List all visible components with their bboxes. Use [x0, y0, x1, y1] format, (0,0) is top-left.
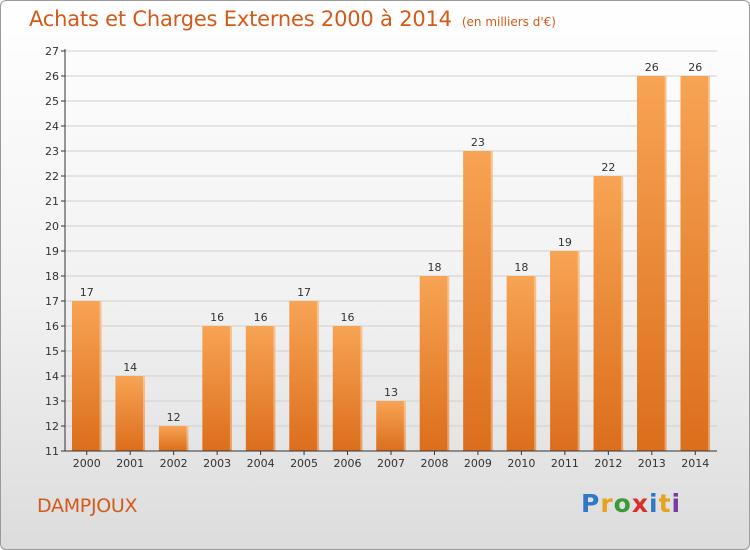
title-block: Achats et Charges Externes 2000 à 2014 (e… — [29, 7, 556, 31]
bar-highlight — [708, 76, 711, 451]
logo-letter: x — [631, 489, 649, 518]
y-tick-label: 13 — [45, 395, 59, 408]
bar-highlight — [316, 301, 319, 451]
bar — [376, 401, 406, 451]
bars — [71, 76, 711, 451]
data-label: 18 — [514, 261, 528, 274]
y-tick-label: 14 — [45, 370, 59, 383]
y-tick-label: 27 — [45, 45, 59, 58]
y-tick-label: 24 — [45, 120, 59, 133]
x-tick-label: 2008 — [420, 457, 448, 470]
proxiti-logo: Proxiti — [581, 489, 681, 518]
data-label: 18 — [427, 261, 441, 274]
x-tick-label: 2005 — [290, 457, 318, 470]
bar — [463, 151, 493, 451]
x-tick-label: 2007 — [377, 457, 405, 470]
y-tick-label: 26 — [45, 70, 59, 83]
bar — [506, 276, 537, 451]
y-tick-label: 21 — [45, 195, 59, 208]
x-tick-label: 2001 — [116, 457, 144, 470]
y-tick-label: 20 — [45, 220, 59, 233]
y-tick-label: 25 — [45, 95, 59, 108]
chart-title: Achats et Charges Externes 2000 à 2014 — [29, 7, 452, 31]
logo-letter: r — [600, 489, 614, 518]
x-tick-label: 2003 — [203, 457, 231, 470]
y-tick-label: 12 — [45, 420, 59, 433]
bar-highlight — [186, 426, 189, 451]
y-tick-label: 19 — [45, 245, 59, 258]
x-tick-label: 2002 — [160, 457, 188, 470]
x-tick-label: 2009 — [464, 457, 492, 470]
bar-highlight — [534, 276, 537, 451]
chart-subtitle: (en milliers d'€) — [461, 15, 556, 29]
data-label: 14 — [123, 361, 137, 374]
axes: 11 12 13 14 15 16 17 18 19 20 21 22 23 24 25 26 27 2000 20… — [45, 45, 717, 470]
logo-letter: P — [581, 489, 601, 518]
bar — [419, 276, 450, 451]
bar-highlight — [621, 176, 624, 451]
data-label: 22 — [601, 161, 615, 174]
data-label: 23 — [471, 136, 485, 149]
data-label: 13 — [384, 386, 398, 399]
x-tick-label: 2014 — [681, 457, 709, 470]
bar — [202, 326, 232, 451]
y-tick-label: 17 — [45, 295, 59, 308]
data-label: 16 — [341, 311, 355, 324]
bar — [71, 301, 102, 451]
bar — [680, 76, 711, 451]
y-tick-label: 18 — [45, 270, 59, 283]
bar — [593, 176, 624, 451]
data-label: 16 — [254, 311, 268, 324]
logo-letter: i — [649, 489, 659, 518]
data-label: 17 — [297, 286, 311, 299]
y-tick-label: 15 — [45, 345, 59, 358]
logo-letter: o — [613, 489, 632, 518]
data-label: 12 — [167, 411, 181, 424]
bar — [115, 376, 145, 451]
bar-highlight — [577, 251, 580, 451]
bar — [637, 76, 667, 451]
bar-highlight — [229, 326, 232, 451]
bar-highlight — [664, 76, 667, 451]
data-label: 17 — [80, 286, 94, 299]
bar-highlight — [447, 276, 450, 451]
x-tick-label: 2011 — [551, 457, 579, 470]
x-tick-label: 2012 — [594, 457, 622, 470]
y-tick-label: 23 — [45, 145, 59, 158]
x-tick-label: 2000 — [73, 457, 101, 470]
bar-highlight — [142, 376, 145, 451]
y-tick-label: 11 — [45, 445, 59, 458]
bar-highlight — [403, 401, 406, 451]
x-tick-label: 2006 — [334, 457, 362, 470]
bar — [158, 426, 189, 451]
bar-highlight — [360, 326, 363, 451]
commune-name: DAMPJOUX — [37, 495, 138, 517]
data-label: 26 — [688, 61, 702, 74]
bar — [289, 301, 319, 451]
bar — [245, 326, 276, 451]
bar-highlight — [273, 326, 276, 451]
data-label: 16 — [210, 311, 224, 324]
bar — [550, 251, 580, 451]
bar-highlight — [99, 301, 102, 451]
x-tick-label: 2004 — [247, 457, 275, 470]
data-label: 26 — [645, 61, 659, 74]
x-tick-label: 2013 — [638, 457, 666, 470]
logo-letter: t — [658, 489, 672, 518]
x-tick-label: 2010 — [507, 457, 535, 470]
bar — [332, 326, 363, 451]
bar-highlight — [490, 151, 493, 451]
y-tick-label: 22 — [45, 170, 59, 183]
logo-letter: i — [671, 489, 682, 518]
data-labels: 17 14 12 16 16 17 16 13 18 23 18 19 22 26 26 — [80, 61, 703, 424]
data-label: 19 — [558, 236, 572, 249]
y-tick-label: 16 — [45, 320, 59, 333]
